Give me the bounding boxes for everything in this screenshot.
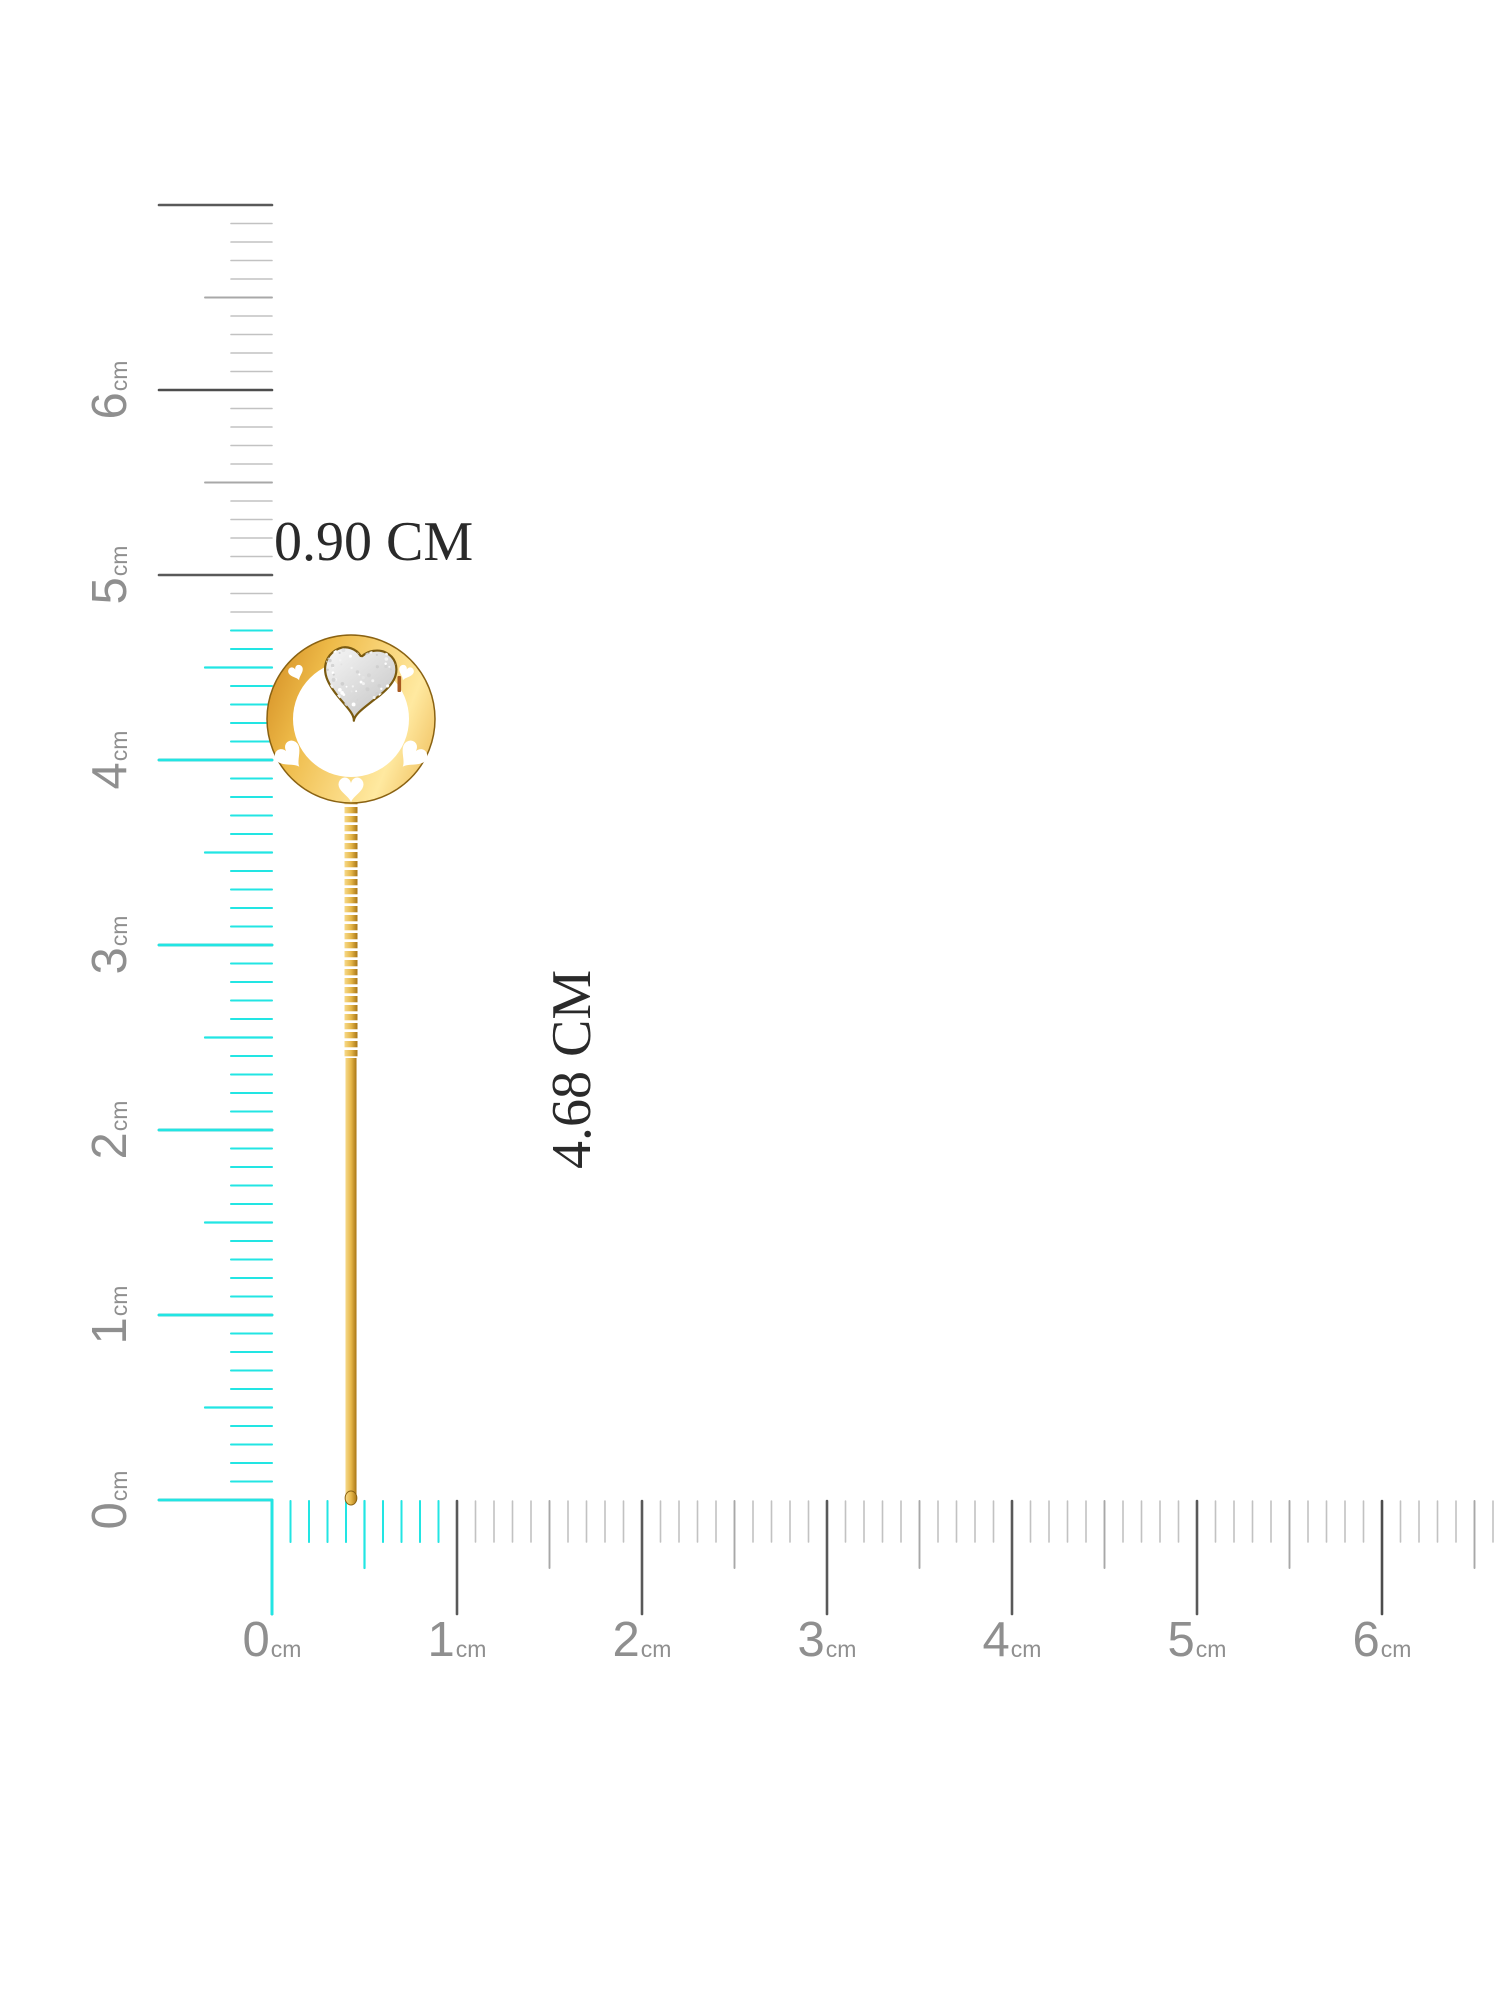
svg-text:0cm: 0cm <box>83 1471 137 1530</box>
svg-text:2cm: 2cm <box>613 1613 672 1667</box>
svg-text:0cm: 0cm <box>243 1613 302 1667</box>
svg-text:5cm: 5cm <box>1168 1613 1227 1667</box>
svg-text:6cm: 6cm <box>1353 1613 1412 1667</box>
svg-text:0.90 CM: 0.90 CM <box>274 511 473 573</box>
svg-text:1cm: 1cm <box>428 1613 487 1667</box>
svg-text:1cm: 1cm <box>83 1286 137 1345</box>
svg-text:2cm: 2cm <box>83 1101 137 1160</box>
svg-text:5cm: 5cm <box>83 546 137 605</box>
svg-text:4.68 CM: 4.68 CM <box>541 970 603 1169</box>
svg-text:3cm: 3cm <box>83 916 137 975</box>
svg-text:6cm: 6cm <box>83 361 137 420</box>
svg-text:4cm: 4cm <box>83 731 137 790</box>
svg-text:3cm: 3cm <box>798 1613 857 1667</box>
svg-text:4cm: 4cm <box>983 1613 1042 1667</box>
